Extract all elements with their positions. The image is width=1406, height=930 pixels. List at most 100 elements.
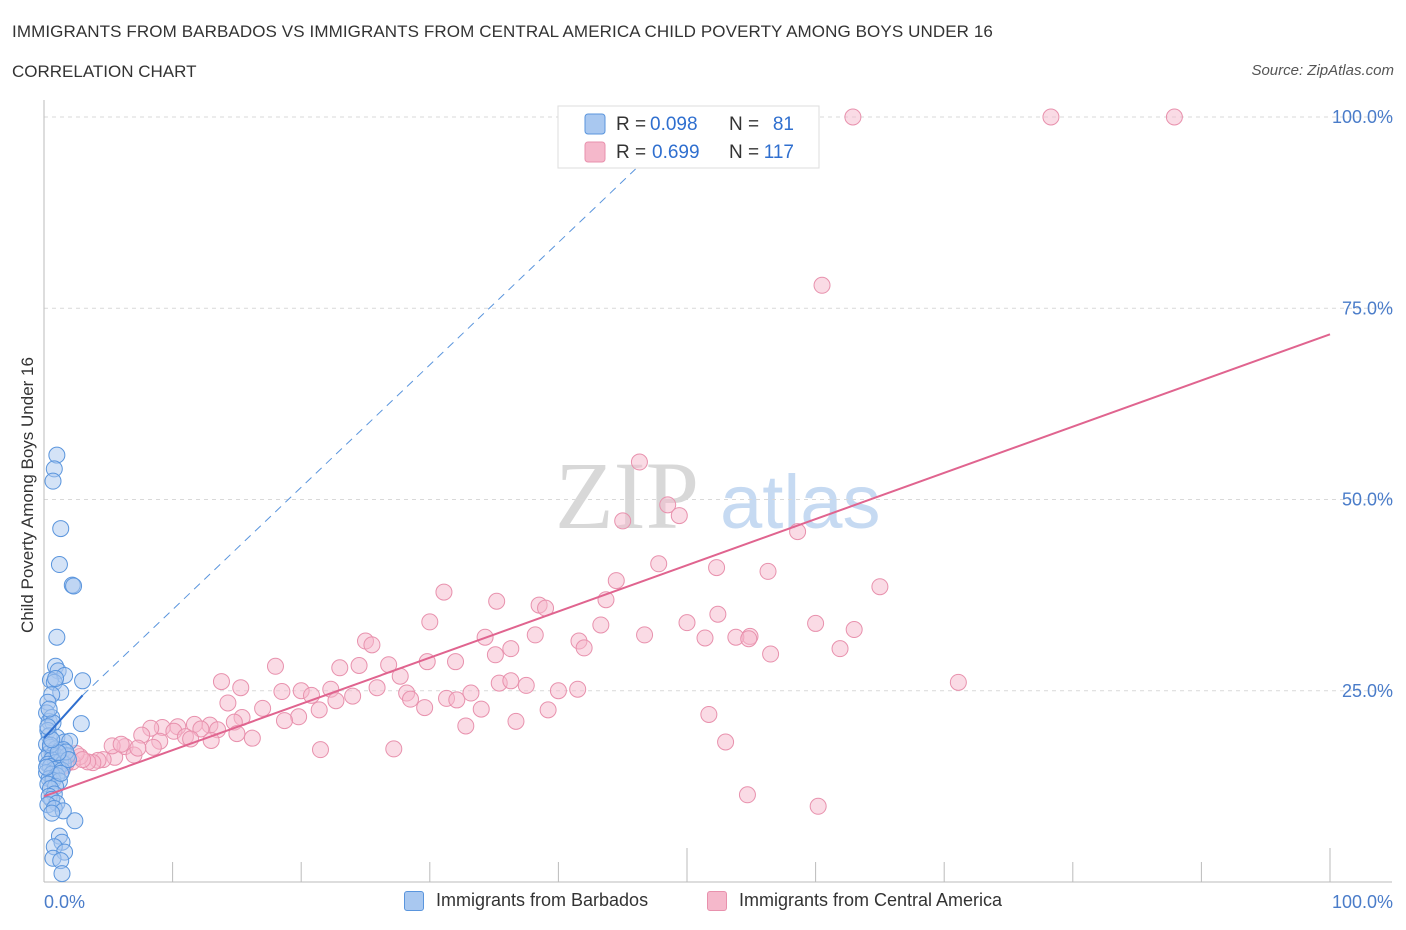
data-point-central-america	[144, 738, 162, 756]
data-point-central-america	[435, 583, 453, 601]
legend-item-central-america: Immigrants from Central America	[707, 890, 1002, 911]
y-tick-label: 50.0%	[1342, 490, 1393, 510]
data-point-central-america	[759, 562, 777, 580]
legend-n-value-blue: 81	[773, 114, 794, 135]
central-america-points	[54, 108, 1183, 815]
chart-title: IMMIGRANTS FROM BARBADOS VS IMMIGRANTS F…	[12, 22, 993, 41]
data-point-central-america	[192, 720, 210, 738]
data-point-central-america	[592, 616, 610, 634]
data-point-central-america	[762, 645, 780, 663]
legend-n-label: N =	[729, 142, 759, 163]
data-point-central-america	[831, 640, 849, 658]
legend-swatch-central-america	[707, 890, 727, 911]
watermark: ZIP atlas	[555, 442, 881, 549]
data-point-barbados	[43, 804, 61, 822]
data-point-central-america	[402, 690, 420, 708]
data-point-central-america	[232, 679, 250, 697]
data-point-central-america	[569, 680, 587, 698]
data-point-central-america	[871, 578, 889, 596]
data-point-barbados	[40, 700, 58, 718]
data-point-central-america	[549, 682, 567, 700]
data-point-barbados	[52, 520, 70, 538]
data-point-barbados	[47, 670, 65, 688]
y-tick-label: 25.0%	[1342, 681, 1393, 701]
legend-r-label: R =	[616, 142, 646, 163]
axes	[43, 100, 1392, 883]
data-point-central-america	[650, 555, 668, 573]
legend-label-central-america: Immigrants from Central America	[739, 890, 1003, 910]
legend-box: R = 0.098 N = 81 R = 0.699 N = 117	[557, 105, 820, 169]
data-point-central-america	[1042, 108, 1060, 126]
trend-line-central-america	[43, 333, 1331, 798]
data-point-central-america	[488, 592, 506, 610]
data-point-central-america	[350, 657, 368, 675]
data-point-central-america	[575, 639, 593, 657]
legend-n-label: N =	[729, 114, 759, 135]
data-point-central-america	[275, 712, 293, 730]
data-point-central-america	[678, 614, 696, 632]
trend-lines	[43, 168, 1331, 798]
data-point-central-america	[273, 683, 291, 701]
data-point-central-america	[243, 729, 261, 747]
data-point-central-america	[472, 700, 490, 718]
data-point-barbados	[66, 812, 84, 830]
x-tick-label: 0.0%	[44, 892, 85, 912]
data-point-barbados	[72, 715, 90, 733]
data-point-central-america	[311, 741, 329, 759]
data-point-central-america	[813, 276, 831, 294]
data-point-central-america	[807, 614, 825, 632]
data-point-central-america	[1165, 108, 1183, 126]
legend-label-barbados: Immigrants from Barbados	[436, 890, 649, 910]
grid-lines	[44, 116, 1392, 692]
y-tick-label: 75.0%	[1342, 298, 1393, 318]
data-point-barbados	[53, 865, 71, 883]
data-point-central-america	[331, 659, 349, 677]
legend-swatch-pink	[584, 141, 606, 163]
legend-swatch-barbados	[404, 890, 424, 911]
data-point-central-america	[202, 731, 220, 749]
source-credit: Source: ZipAtlas.com	[1251, 62, 1394, 79]
data-point-central-america	[129, 739, 147, 757]
data-point-central-america	[368, 679, 386, 697]
data-point-central-america	[447, 653, 465, 671]
data-point-central-america	[212, 673, 230, 691]
data-point-central-america	[448, 691, 466, 709]
data-point-central-america	[708, 559, 726, 577]
data-point-central-america	[738, 786, 756, 804]
y-tick-label: 100.0%	[1332, 107, 1393, 127]
legend-r-value-blue: 0.098	[650, 114, 698, 135]
x-tick-label: 100.0%	[1332, 892, 1393, 912]
data-point-central-america	[421, 613, 439, 631]
data-point-central-america	[502, 640, 520, 658]
data-point-central-america	[507, 712, 525, 730]
data-point-central-america	[112, 735, 130, 753]
data-point-central-america	[517, 676, 535, 694]
data-point-central-america	[844, 108, 862, 126]
data-point-barbados	[50, 556, 68, 574]
data-point-barbados	[52, 764, 70, 782]
legend-swatch-blue	[584, 113, 606, 135]
data-point-central-america	[266, 657, 284, 675]
trend-line-barbados	[43, 694, 84, 739]
chart-subtitle: CORRELATION CHART	[12, 62, 197, 81]
data-point-central-america	[709, 605, 727, 623]
data-point-central-america	[630, 453, 648, 471]
data-point-central-america	[717, 733, 735, 751]
data-point-central-america	[502, 672, 520, 690]
data-point-central-america	[845, 621, 863, 639]
barbados-points	[38, 446, 92, 883]
data-point-central-america	[486, 646, 504, 664]
data-point-central-america	[457, 717, 475, 735]
data-point-central-america	[462, 684, 480, 702]
data-point-central-america	[700, 705, 718, 723]
legend-r-value-pink: 0.699	[652, 142, 700, 163]
legend-item-barbados: Immigrants from Barbados	[404, 890, 648, 911]
data-point-central-america	[659, 496, 677, 514]
data-point-barbados	[38, 758, 56, 776]
data-point-central-america	[363, 636, 381, 654]
data-point-central-america	[416, 699, 434, 717]
data-point-central-america	[290, 708, 308, 726]
data-point-central-america	[740, 630, 758, 648]
data-point-central-america	[670, 507, 688, 525]
data-point-central-america	[344, 687, 362, 705]
